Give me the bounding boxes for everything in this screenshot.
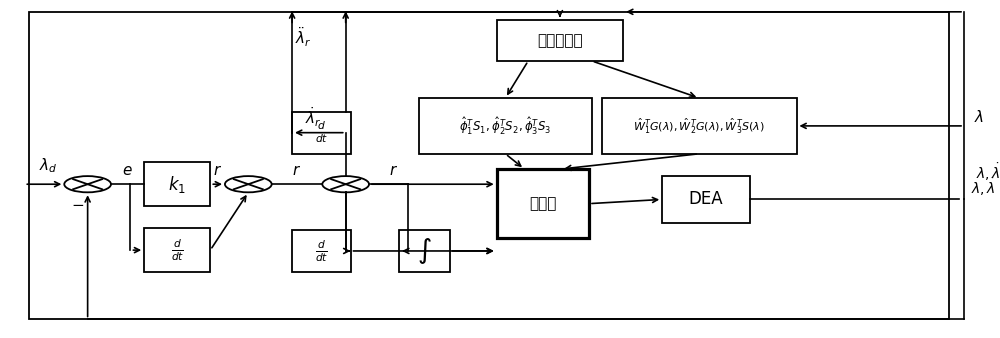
Text: $\frac{d}{dt}$: $\frac{d}{dt}$ <box>315 120 328 145</box>
Text: 参数更新率: 参数更新率 <box>537 33 583 48</box>
FancyBboxPatch shape <box>292 112 351 154</box>
Text: $r$: $r$ <box>292 163 302 178</box>
Text: $r$: $r$ <box>389 163 398 178</box>
FancyBboxPatch shape <box>497 169 589 238</box>
Text: DEA: DEA <box>689 190 723 209</box>
FancyBboxPatch shape <box>497 20 623 61</box>
FancyBboxPatch shape <box>399 230 450 272</box>
FancyBboxPatch shape <box>29 12 949 319</box>
Text: $\hat{W}_1^T G(\lambda), \hat{W}_2^T G(\lambda), \hat{W}_3^T S(\lambda)$: $\hat{W}_1^T G(\lambda), \hat{W}_2^T G(\… <box>633 116 765 136</box>
Text: $-$: $-$ <box>71 196 84 211</box>
Text: $r$: $r$ <box>213 163 222 178</box>
Text: $\dot{\lambda}_r$: $\dot{\lambda}_r$ <box>305 106 321 129</box>
Text: $\frac{d}{dt}$: $\frac{d}{dt}$ <box>315 238 328 264</box>
Text: $\hat{\phi}_1^T S_1, \hat{\phi}_2^T S_2, \hat{\phi}_3^T S_3$: $\hat{\phi}_1^T S_1, \hat{\phi}_2^T S_2,… <box>459 115 552 137</box>
FancyBboxPatch shape <box>419 98 592 154</box>
Text: $\lambda$: $\lambda$ <box>974 110 984 125</box>
FancyBboxPatch shape <box>144 162 210 206</box>
Text: $\lambda_d$: $\lambda_d$ <box>39 156 57 175</box>
Text: 控制器: 控制器 <box>529 196 557 211</box>
FancyBboxPatch shape <box>602 98 797 154</box>
Text: $\ddot{\lambda}_r$: $\ddot{\lambda}_r$ <box>295 25 312 49</box>
Text: $k_1$: $k_1$ <box>168 174 186 195</box>
Text: $e$: $e$ <box>122 163 133 178</box>
Text: $\lambda, \dot{\lambda}$: $\lambda, \dot{\lambda}$ <box>976 162 1000 183</box>
Text: $\int$: $\int$ <box>417 236 432 266</box>
FancyBboxPatch shape <box>292 230 351 272</box>
FancyBboxPatch shape <box>144 228 210 272</box>
FancyBboxPatch shape <box>662 176 750 223</box>
Text: $\frac{d}{dt}$: $\frac{d}{dt}$ <box>171 237 184 263</box>
Text: $\lambda, \dot{\lambda}$: $\lambda, \dot{\lambda}$ <box>971 177 996 198</box>
